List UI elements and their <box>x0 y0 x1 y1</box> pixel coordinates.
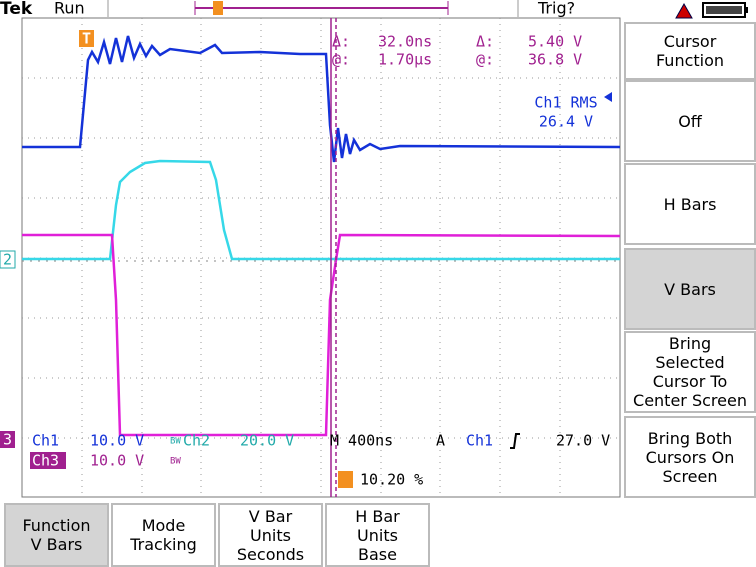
side-button[interactable]: H Bars <box>624 163 756 245</box>
at-label: @: <box>332 51 350 69</box>
trigger-pos-icon <box>338 471 353 488</box>
ch2-marker-label: 2 <box>3 251 12 269</box>
side-button[interactable]: Bring Selected Cursor To Center Screen <box>624 331 756 413</box>
delta-label: Δ: <box>476 33 494 51</box>
ch3-marker <box>0 431 15 448</box>
trigger-marker-label: T <box>82 30 91 48</box>
trigger-position: 10.20 % <box>360 471 423 489</box>
run-status: Run <box>54 0 85 18</box>
ch3-marker-label: 3 <box>3 431 12 449</box>
battery-tip <box>745 7 748 13</box>
side-button[interactable]: Bring Both Cursors On Screen <box>624 416 756 498</box>
bottom-button[interactable]: Function V Bars <box>4 503 109 567</box>
button-text: Cursor <box>663 32 717 51</box>
button-text: Center Screen <box>633 391 747 410</box>
at-label: @: <box>476 51 494 69</box>
cursor-readout: Δ: 32.0ns Δ: 5.40 V @: 1.70µs @: 36.8 V <box>332 33 582 69</box>
measurement-label: Ch1 RMS <box>534 94 597 112</box>
graticule <box>22 18 620 497</box>
side-button[interactable]: Off <box>624 80 756 162</box>
ch3-waveform <box>22 233 621 437</box>
ch2-scale: 20.0 V <box>240 432 294 450</box>
brand: Tek <box>0 0 33 19</box>
trigger-level: 27.0 V <box>556 432 610 450</box>
button-text: Cursor To <box>652 372 728 391</box>
button-text: Cursors On <box>645 447 735 467</box>
button-text: Selected <box>655 353 725 372</box>
delta-label: Δ: <box>332 33 350 51</box>
timebase: M 400ns <box>330 432 393 450</box>
button-text: Tracking <box>130 535 197 554</box>
ch2-marker <box>0 250 16 269</box>
graticule-border <box>21 17 621 498</box>
bottom-button[interactable]: Mode Tracking <box>111 503 216 567</box>
button-text: Function <box>22 516 91 535</box>
trigger-pos-icon <box>213 1 223 15</box>
trigger-slope <box>510 433 520 449</box>
trigger-mode: A <box>436 432 445 450</box>
warning-icon <box>675 2 693 19</box>
button-text: Seconds <box>236 544 305 564</box>
ch1-scale: 10.0 V <box>90 432 144 450</box>
trigger-marker <box>79 30 94 47</box>
ch3-name: Ch3 <box>32 452 59 470</box>
ch1-waveform <box>22 35 621 163</box>
button-text: H Bar <box>355 506 400 526</box>
bottom-button[interactable]: V Bar Units Seconds <box>218 503 323 567</box>
button-text: Function <box>655 51 725 70</box>
battery-level <box>706 6 742 14</box>
button-text: Off <box>678 111 702 131</box>
button-text: V Bars <box>30 535 83 554</box>
ch2-name: Ch2 <box>183 432 210 450</box>
at-volt: 36.8 V <box>528 51 582 69</box>
ch1-level-marker <box>604 92 612 102</box>
ch3-name-box <box>30 452 66 469</box>
button-text: Mode <box>141 516 186 535</box>
button-text: Units <box>357 525 398 545</box>
ch2-bw: BW <box>170 437 181 447</box>
button-text: Bring <box>668 334 712 353</box>
button-text: Units <box>250 525 291 545</box>
button-text: Bring Both <box>647 428 733 448</box>
delta-volt: 5.40 V <box>528 33 582 51</box>
trigger-source: Ch1 <box>466 432 493 450</box>
button-text: Screen <box>662 466 718 486</box>
trigger-status: Trig? <box>537 0 575 18</box>
delta-time: 32.0ns <box>378 33 432 51</box>
menu-title: Cursor Function <box>624 22 756 80</box>
ch3-scale: 10.0 V <box>90 452 144 470</box>
bottom-button[interactable]: H Bar Units Base <box>325 503 430 567</box>
side-button[interactable]: V Bars <box>624 248 756 330</box>
ch3-bw: BW <box>170 457 181 467</box>
button-text: Base <box>358 544 397 564</box>
measurement-value: 26.4 V <box>539 113 593 131</box>
button-text: V Bar <box>248 506 293 526</box>
button-text: V Bars <box>664 279 716 299</box>
at-time: 1.70µs <box>378 51 432 69</box>
button-text: H Bars <box>663 194 717 214</box>
ch1-name: Ch1 <box>32 432 59 450</box>
ch2-waveform <box>22 159 620 261</box>
